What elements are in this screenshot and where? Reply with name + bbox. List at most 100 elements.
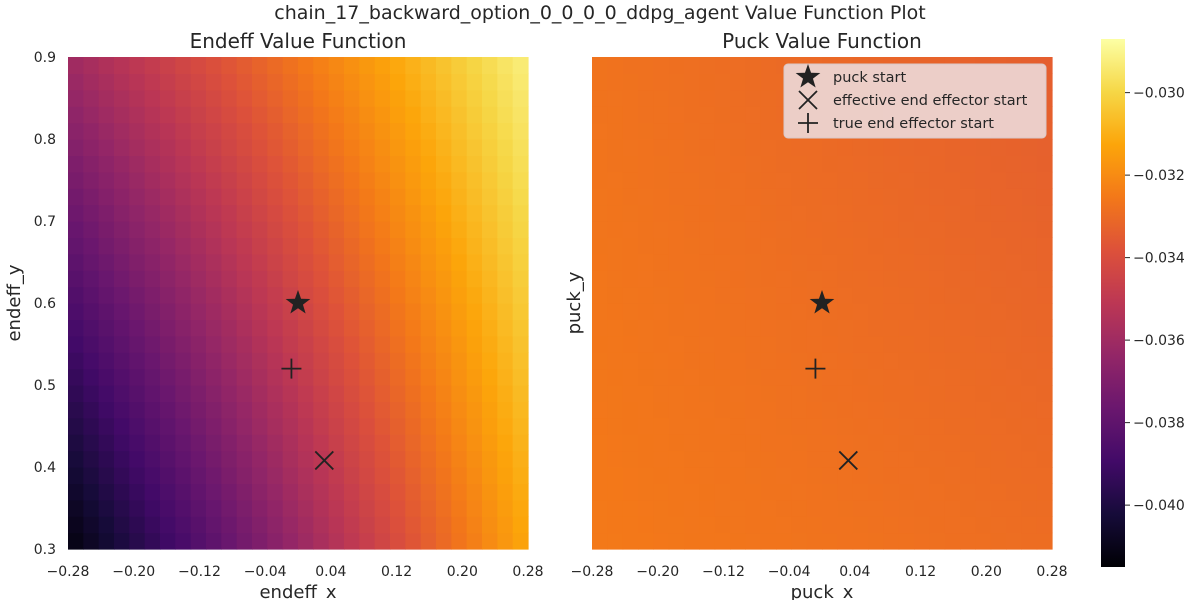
heatmap-cell (898, 499, 915, 517)
heatmap-cell (114, 204, 130, 222)
heatmap-cell (760, 319, 777, 337)
heatmap-cell (791, 237, 808, 255)
heatmap-cell (668, 286, 685, 304)
heatmap-cell (359, 286, 376, 304)
heatmap-cell (684, 122, 700, 140)
heatmap-cell (512, 368, 529, 386)
heatmap-cell (730, 286, 746, 304)
heatmap-cell (451, 434, 468, 452)
heatmap-cell (668, 139, 685, 156)
heatmap-cell (451, 352, 468, 370)
heatmap-cell (791, 499, 808, 517)
heatmap-cell (730, 385, 746, 402)
heatmap-cell (451, 106, 468, 124)
heatmap-cell (359, 122, 376, 140)
heatmap-cell (883, 221, 900, 238)
heatmap-cell (883, 467, 900, 484)
heatmap-cell (83, 122, 100, 140)
heatmap-cell (730, 106, 746, 124)
heatmap-cell (206, 532, 222, 550)
x-tick-label: 0.20 (971, 564, 1002, 580)
heatmap-cell (374, 122, 391, 140)
heatmap-cell (405, 106, 422, 124)
heatmap-cell (298, 204, 314, 222)
heatmap-cell (68, 532, 84, 550)
heatmap-cell (344, 434, 360, 452)
heatmap-cell (714, 122, 731, 140)
heatmap-cell (420, 89, 437, 107)
heatmap-cell (760, 188, 777, 206)
heatmap-cell (714, 401, 731, 419)
heatmap-cell (914, 516, 930, 534)
heatmap-cell (914, 467, 930, 484)
heatmap-cell (482, 303, 498, 320)
heatmap-cell (822, 253, 838, 271)
x-tick-label: −0.04 (244, 564, 287, 580)
y-tick-label: 0.8 (34, 132, 56, 148)
heatmap-cell (929, 467, 946, 484)
heatmap-cell (592, 89, 608, 107)
heatmap-cell (236, 253, 253, 271)
heatmap-cell (791, 204, 808, 222)
heatmap-cell (451, 188, 468, 206)
heatmap-cell (1021, 139, 1038, 156)
heatmap-cell (745, 532, 762, 550)
heatmap-cell (282, 401, 299, 419)
heatmap-cell (436, 73, 452, 91)
heatmap-cell (221, 106, 238, 124)
heatmap-cell (267, 499, 284, 517)
heatmap-cell (714, 204, 731, 222)
heatmap-cell (684, 253, 700, 271)
heatmap-cell (837, 483, 854, 501)
heatmap-cell (175, 368, 192, 386)
heatmap-cell (944, 253, 961, 271)
heatmap-cell (868, 253, 884, 271)
heatmap-cell (466, 89, 483, 107)
heatmap-cell (160, 434, 176, 452)
heatmap-cell (482, 188, 498, 206)
heatmap-cell (83, 253, 100, 271)
heatmap-cell (252, 417, 268, 435)
heatmap-cell (960, 352, 976, 370)
heatmap-cell (684, 335, 700, 353)
heatmap-cell (1036, 188, 1053, 206)
heatmap-cell (436, 237, 452, 255)
heatmap-cell (313, 401, 330, 419)
heatmap-cell (622, 122, 639, 140)
heatmap-cell (1021, 303, 1038, 320)
heatmap-cell (653, 417, 670, 435)
heatmap-cell (592, 352, 608, 370)
heatmap-cell (451, 499, 468, 517)
heatmap-cell (83, 286, 100, 304)
heatmap-cell (313, 483, 330, 501)
heatmap-cell (482, 57, 498, 74)
heatmap-cell (451, 417, 468, 435)
heatmap-cell (684, 106, 700, 124)
heatmap-cell (852, 221, 869, 238)
heatmap-cell (745, 89, 762, 107)
heatmap-cell (466, 401, 483, 419)
heatmap-cell (466, 155, 483, 173)
heatmap-cell (760, 286, 777, 304)
heatmap-cell (776, 253, 792, 271)
heatmap-cell (497, 516, 514, 534)
heatmap-cell (451, 221, 468, 238)
heatmap-cell (883, 450, 900, 468)
heatmap-cell (83, 417, 100, 435)
heatmap-cell (359, 155, 376, 173)
heatmap-cell (898, 303, 915, 320)
heatmap-cell (436, 303, 452, 320)
heatmap-cell (760, 483, 777, 501)
heatmap-cell (622, 319, 639, 337)
heatmap-cell (436, 483, 452, 501)
heatmap-cell (975, 467, 992, 484)
heatmap-cell (160, 352, 176, 370)
heatmap-cell (1021, 483, 1038, 501)
heatmap-cell (730, 204, 746, 222)
heatmap-cell (730, 188, 746, 206)
heatmap-cell (221, 270, 238, 288)
heatmap-cell (190, 532, 207, 550)
heatmap-cell (653, 73, 670, 91)
heatmap-cell (607, 188, 624, 206)
heatmap-cell (837, 286, 854, 304)
